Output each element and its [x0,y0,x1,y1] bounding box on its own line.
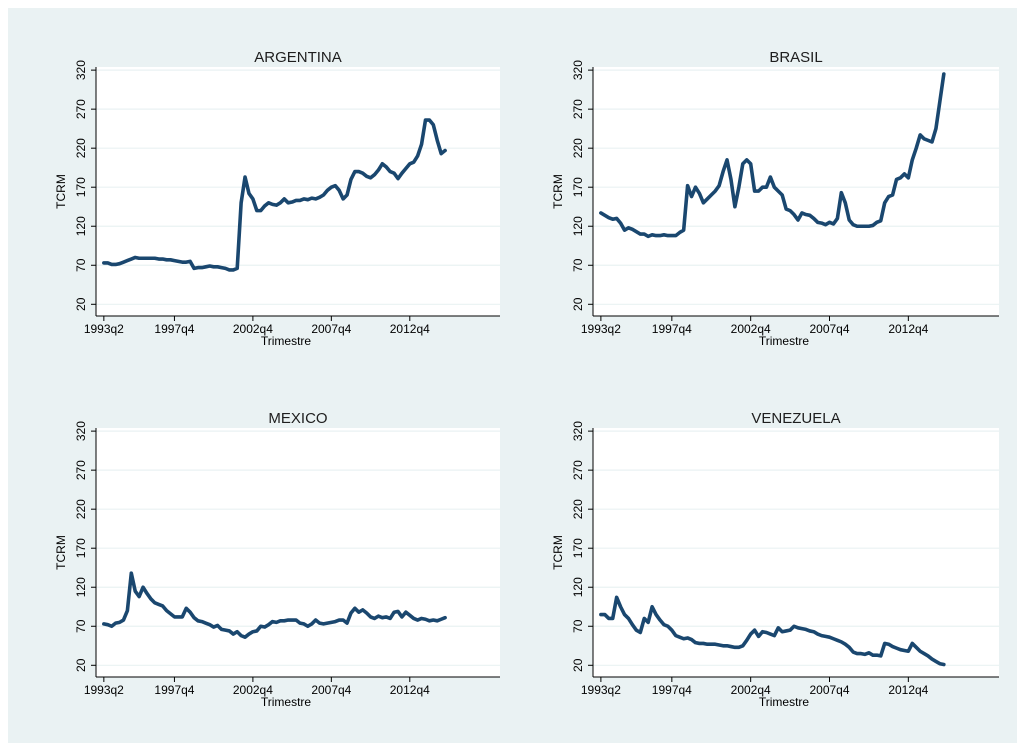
x-tick-label: 2002q4 [731,683,771,697]
x-tick-label: 2002q4 [233,322,273,336]
x-axis-label: Trimestre [261,695,312,709]
line [599,72,946,239]
x-tick-label: 2007q4 [311,322,351,336]
y-tick-label: 220 [74,499,88,519]
x-tick-label: 1997q4 [154,683,194,697]
plot-area [96,428,500,677]
y-tick-label: 20 [74,297,88,311]
plot-area [593,67,999,316]
y-tick-label: 220 [571,138,585,158]
y-tick-label: 120 [74,577,88,597]
y-tick-label: 120 [571,216,585,236]
x-tick-label: 2007q4 [809,322,849,336]
y-tick-label: 270 [74,99,88,119]
plot-area [96,67,500,316]
x-tick-label: 2007q4 [809,683,849,697]
y-tick-label: 70 [571,258,585,272]
y-tick-label: 20 [571,658,585,672]
y-tick-label: 320 [571,421,585,441]
y-axis-label: TCRM [551,174,565,209]
x-axis-label: Trimestre [261,334,312,348]
y-tick-label: 320 [74,60,88,80]
plot-area [593,428,999,677]
y-tick-label: 70 [74,258,88,272]
x-axis-label: Trimestre [759,695,810,709]
x-tick-label: 2007q4 [311,683,351,697]
y-tick-label: 220 [74,138,88,158]
y-tick-label: 220 [571,499,585,519]
y-tick-label: 170 [74,538,88,558]
y-tick-label: 170 [74,177,88,197]
y-tick-label: 270 [571,460,585,480]
chart-title: ARGENTINA [254,49,342,66]
y-tick-label: 320 [74,421,88,441]
y-tick-label: 170 [571,538,585,558]
x-tick-label: 2012q4 [888,322,928,336]
chart-title: MEXICO [268,410,327,427]
line [102,571,447,639]
chart-title: BRASIL [769,49,822,66]
x-tick-label: 1993q2 [84,683,124,697]
x-tick-label: 1997q4 [154,322,194,336]
line [102,118,447,272]
y-tick-label: 20 [74,658,88,672]
x-tick-label: 1993q2 [581,683,621,697]
y-tick-label: 170 [571,177,585,197]
x-tick-label: 2012q4 [390,322,430,336]
y-tick-label: 120 [74,216,88,236]
y-tick-label: 70 [74,619,88,633]
x-tick-label: 2012q4 [888,683,928,697]
x-axis-label: Trimestre [759,334,810,348]
chart-title: VENEZUELA [751,410,840,427]
line [599,595,946,667]
x-tick-label: 2012q4 [390,683,430,697]
x-tick-label: 1997q4 [652,683,692,697]
x-tick-label: 2002q4 [731,322,771,336]
x-tick-label: 1993q2 [581,322,621,336]
y-tick-label: 270 [571,99,585,119]
y-tick-label: 320 [571,60,585,80]
y-axis-label: TCRM [54,174,68,209]
x-tick-label: 2002q4 [233,683,273,697]
y-tick-label: 120 [571,577,585,597]
y-tick-label: 20 [571,297,585,311]
x-tick-label: 1993q2 [84,322,124,336]
y-axis-label: TCRM [54,535,68,570]
y-tick-label: 270 [74,460,88,480]
x-tick-label: 1997q4 [652,322,692,336]
y-tick-label: 70 [571,619,585,633]
y-axis-label: TCRM [551,535,565,570]
